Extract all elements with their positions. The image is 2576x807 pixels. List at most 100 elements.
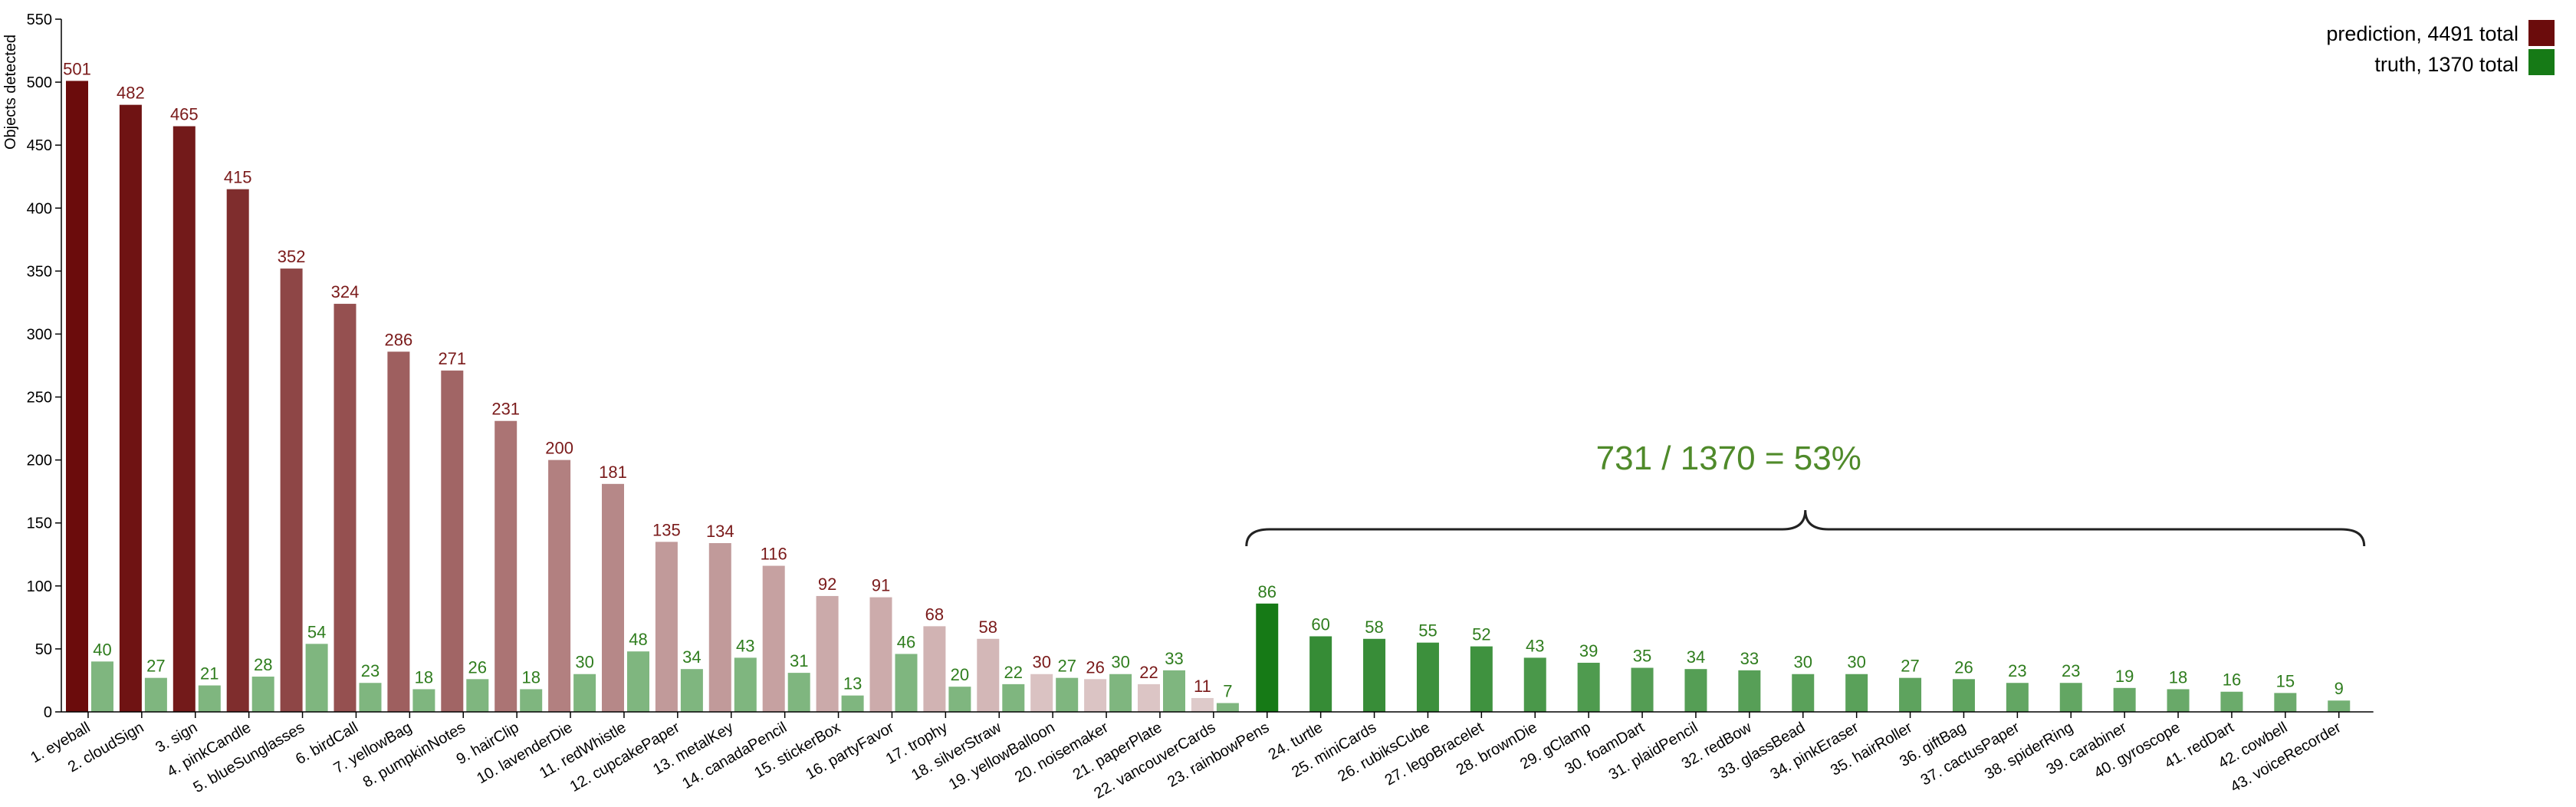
bar-truth bbox=[1845, 674, 1868, 712]
bar-truth bbox=[1002, 683, 1025, 712]
bar-truth-value-label: 52 bbox=[1472, 625, 1490, 644]
bar-prediction bbox=[977, 638, 1000, 712]
bar-prediction-value-label: 91 bbox=[872, 576, 890, 595]
bar-truth bbox=[1109, 674, 1132, 712]
bar-prediction-value-label: 30 bbox=[1032, 653, 1050, 672]
bar-truth-value-label: 34 bbox=[1687, 647, 1705, 667]
bar-truth-value-label: 21 bbox=[200, 664, 219, 683]
bar-prediction-value-label: 68 bbox=[925, 604, 944, 624]
bar-prediction bbox=[1084, 679, 1107, 712]
bar-prediction bbox=[441, 371, 464, 712]
x-category-label: 20. noisemaker bbox=[1012, 719, 1112, 786]
bar-truth-value-label: 18 bbox=[415, 667, 433, 687]
bar-prediction bbox=[655, 542, 678, 712]
bar-prediction bbox=[1138, 683, 1160, 712]
annotation-text: 731 / 1370 = 53% bbox=[1596, 440, 1861, 477]
bar-truth bbox=[734, 657, 757, 712]
bar-truth bbox=[412, 689, 435, 712]
legend-truth-label: truth, 1370 total bbox=[2374, 53, 2518, 76]
bar-truth bbox=[466, 679, 489, 712]
bar-truth-value-label: 58 bbox=[1365, 618, 1383, 637]
bar-truth-value-label: 27 bbox=[146, 657, 165, 676]
bar-truth bbox=[305, 644, 328, 712]
bar-truth bbox=[895, 654, 918, 712]
bar-truth-value-label: 22 bbox=[1004, 663, 1023, 682]
bar-prediction bbox=[869, 597, 892, 712]
y-tick-label: 350 bbox=[27, 263, 52, 280]
bar-truth bbox=[251, 677, 274, 712]
bar-truth bbox=[1216, 703, 1239, 712]
bar-truth bbox=[359, 683, 382, 712]
y-tick-label: 50 bbox=[35, 641, 52, 658]
bar-truth bbox=[1163, 670, 1185, 712]
bar-truth bbox=[1470, 646, 1493, 712]
bar-truth bbox=[1056, 677, 1079, 712]
bar-truth bbox=[948, 687, 971, 712]
bar-prediction-value-label: 352 bbox=[278, 247, 306, 266]
bar-prediction bbox=[387, 351, 410, 712]
bar-truth bbox=[2167, 689, 2190, 712]
bar-prediction-value-label: 200 bbox=[545, 439, 573, 458]
y-tick-label: 250 bbox=[27, 390, 52, 407]
bar-truth-value-label: 13 bbox=[843, 674, 862, 693]
y-tick-label: 300 bbox=[27, 326, 52, 343]
y-tick-label: 200 bbox=[27, 453, 52, 469]
bar-truth-value-label: 30 bbox=[1794, 653, 1812, 672]
bar-truth bbox=[2113, 687, 2136, 712]
bar-truth-value-label: 86 bbox=[1258, 582, 1276, 601]
bar-truth bbox=[1952, 679, 1975, 712]
y-axis: 0 50 100 150 200 250 300 350 400 450 500 550 bbox=[27, 12, 62, 721]
bar-truth bbox=[627, 651, 649, 712]
bar-truth-value-label: 19 bbox=[2115, 667, 2134, 686]
bar-truth bbox=[1577, 662, 1600, 712]
bar-prediction bbox=[602, 483, 624, 712]
y-tick-label: 150 bbox=[27, 515, 52, 532]
bar-truth-value-label: 18 bbox=[521, 667, 540, 687]
bar-prediction bbox=[280, 268, 303, 713]
bar-truth-value-label: 33 bbox=[1740, 649, 1759, 668]
bar-truth bbox=[1738, 670, 1761, 712]
bar-prediction-value-label: 92 bbox=[818, 575, 836, 594]
bar-truth-value-label: 23 bbox=[2062, 661, 2080, 680]
bar-truth-value-label: 23 bbox=[2008, 661, 2026, 680]
bar-prediction-value-label: 271 bbox=[438, 349, 466, 368]
bar-truth-value-label: 23 bbox=[361, 661, 380, 680]
bar-truth-value-label: 9 bbox=[2334, 679, 2344, 698]
legend: prediction, 4491 total truth, 1370 total bbox=[2326, 20, 2555, 76]
bar-prediction-value-label: 286 bbox=[385, 330, 413, 349]
bar-truth bbox=[1363, 638, 1386, 712]
bar-truth bbox=[1631, 667, 1654, 712]
bar-truth-value-label: 34 bbox=[682, 647, 701, 667]
bar-truth bbox=[1899, 677, 1922, 712]
y-tick-label: 550 bbox=[27, 12, 52, 28]
bar-truth-value-label: 30 bbox=[1111, 653, 1129, 672]
legend-prediction-label: prediction, 4491 total bbox=[2326, 22, 2518, 45]
bar-truth-value-label: 18 bbox=[2169, 667, 2187, 687]
bar-truth-value-label: 27 bbox=[1057, 657, 1076, 676]
bar-prediction-value-label: 135 bbox=[652, 520, 681, 539]
annotation-brace bbox=[1245, 509, 2366, 547]
bar-prediction-value-label: 58 bbox=[979, 618, 997, 637]
bar-truth bbox=[573, 674, 596, 712]
y-axis-title: Objects detected bbox=[2, 35, 19, 150]
bar-truth-value-label: 28 bbox=[254, 655, 272, 674]
x-category-label: 31. plaidPencil bbox=[1606, 719, 1701, 783]
bar-truth-value-label: 30 bbox=[1847, 653, 1865, 672]
bar-truth bbox=[2274, 693, 2297, 712]
y-tick-label: 500 bbox=[27, 74, 52, 91]
bar-truth bbox=[1256, 603, 1279, 712]
bar-truth bbox=[91, 661, 113, 712]
bar-prediction bbox=[762, 565, 785, 712]
y-tick-label: 400 bbox=[27, 200, 52, 217]
bar-truth bbox=[1523, 657, 1546, 712]
bar-truth bbox=[2220, 691, 2243, 712]
bar-truth-value-label: 27 bbox=[1901, 657, 1919, 676]
y-tick-label: 450 bbox=[27, 137, 52, 154]
bar-prediction bbox=[816, 595, 839, 712]
bar-prediction-value-label: 134 bbox=[706, 522, 734, 541]
bar-truth bbox=[1684, 669, 1707, 712]
bar-prediction bbox=[495, 420, 518, 712]
bar-prediction-value-label: 324 bbox=[331, 282, 360, 301]
bar-truth bbox=[1309, 636, 1332, 712]
bar-truth bbox=[2006, 683, 2029, 712]
